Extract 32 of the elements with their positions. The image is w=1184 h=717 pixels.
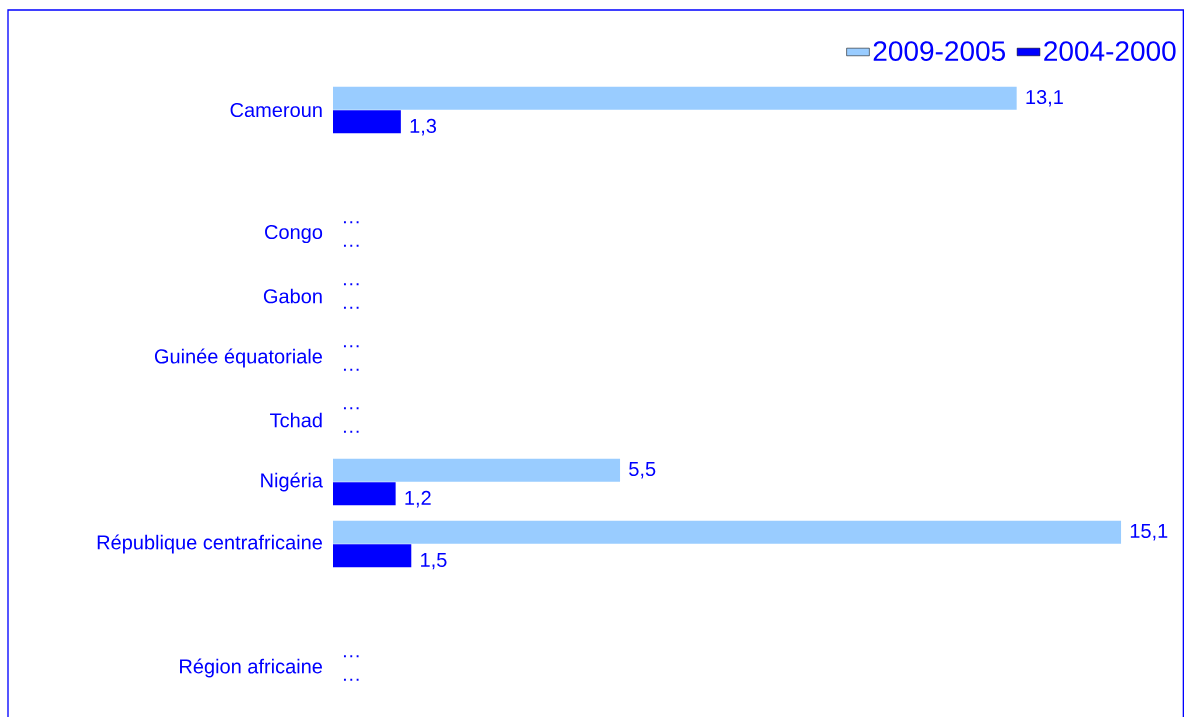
data-label: 15,1 [1130,524,1168,541]
y-tick-label: Congo [265,224,323,244]
text: … [343,368,359,371]
bar [333,86,1017,110]
bar [333,482,396,506]
text: … [343,407,359,410]
data-label: 1,2 [405,490,431,508]
data-label: 5,5 [629,462,656,479]
y-tick-label: Tchad [270,412,322,428]
text: … [343,655,359,658]
y-tick-label: Cameroun [230,102,322,118]
text: … [343,283,359,286]
text: … [343,221,359,224]
text: … [343,244,359,247]
bar [333,520,1122,544]
bar [333,544,412,568]
y-tick-label: Nigéria [261,472,323,492]
bar [333,458,621,482]
data-label: 1,3 [410,118,437,136]
legend-label: 2004-2000 [1044,41,1176,62]
text: … [343,430,359,433]
y-tick-label: Guinée équatoriale [154,348,323,368]
text: … [343,306,359,309]
data-label: 1,5 [421,552,447,570]
bar [333,110,401,134]
y-tick-label: République centrafricaine [97,534,322,554]
y-tick-label: Gabon [263,288,322,304]
data-label: 13,1 [1026,89,1063,107]
y-tick-label: Région africaine [180,658,323,678]
text: … [343,345,359,348]
text: … [343,678,359,681]
legend-label: 2009-2005 [873,41,1005,62]
